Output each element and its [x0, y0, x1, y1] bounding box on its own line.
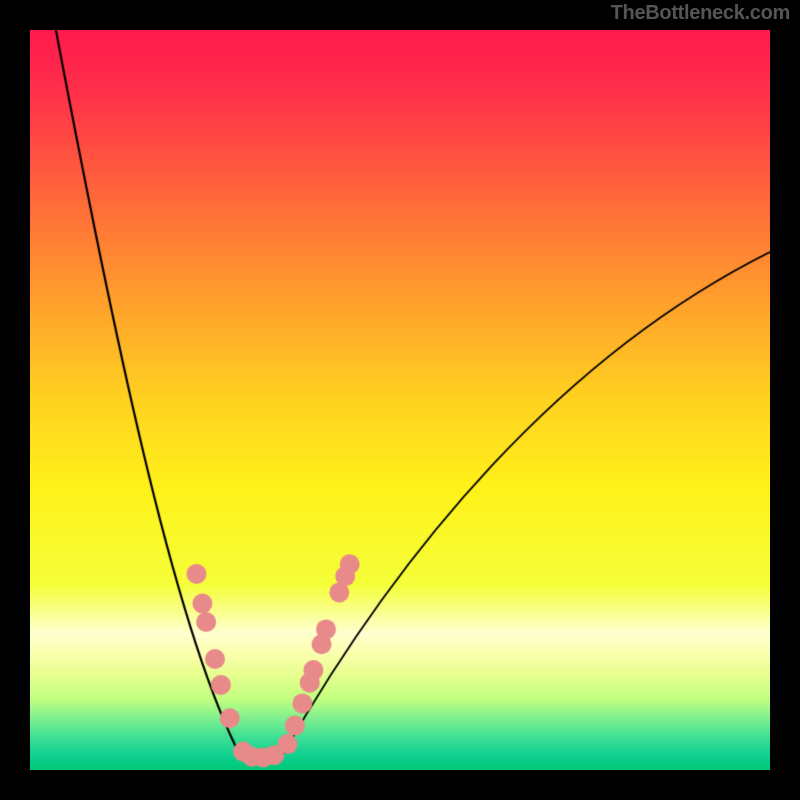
chart-canvas: [30, 30, 770, 770]
chart-frame: TheBottleneck.com: [0, 0, 800, 800]
plot-area: [30, 30, 770, 770]
watermark-text: TheBottleneck.com: [611, 2, 790, 25]
